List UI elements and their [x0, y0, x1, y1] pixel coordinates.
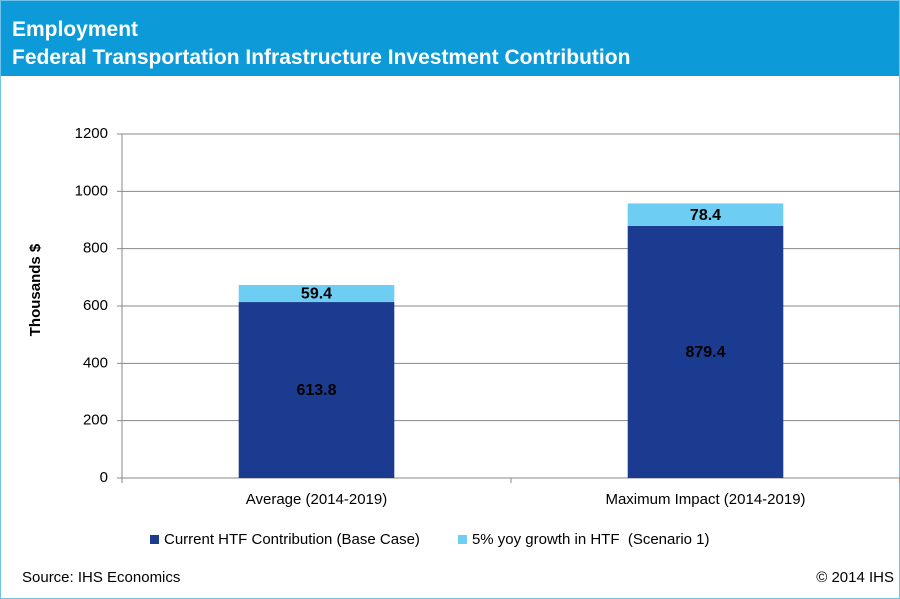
x-tick-label: Average (2014-2019)	[246, 491, 388, 508]
source: Source: IHS Economics	[22, 569, 180, 586]
y-tick-label: 200	[83, 412, 108, 429]
chart-subtitle: Federal Transportation Infrastructure In…	[12, 46, 630, 69]
bar-segment	[238, 302, 395, 478]
data-label: 613.8	[296, 382, 336, 399]
x-tick-label: Maximum Impact (2014-2019)	[605, 491, 805, 508]
copyright: © 2014 IHS	[816, 569, 894, 586]
legend-swatch	[150, 535, 159, 544]
legend-label: Current HTF Contribution (Base Case)	[164, 531, 420, 548]
y-tick-label: 600	[83, 297, 108, 314]
y-tick-label: 1200	[75, 125, 108, 142]
data-label: 879.4	[685, 344, 725, 361]
y-tick-label: 800	[83, 240, 108, 257]
y-axis-label: Thousands $	[27, 243, 44, 336]
y-tick-label: 0	[100, 469, 108, 486]
bar-segment	[238, 285, 395, 303]
chart-title: Employment	[12, 18, 138, 41]
data-label: 59.4	[301, 286, 332, 303]
y-tick-label: 1000	[75, 182, 108, 199]
legend-swatch	[457, 535, 467, 544]
bar-segment	[627, 225, 784, 478]
data-label: 78.4	[690, 207, 721, 224]
legend-label: 5% yoy growth in HTF (Scenario 1)	[472, 531, 710, 548]
y-tick-label: 400	[83, 354, 108, 371]
bar-segment	[627, 203, 784, 226]
header-band	[0, 0, 900, 76]
